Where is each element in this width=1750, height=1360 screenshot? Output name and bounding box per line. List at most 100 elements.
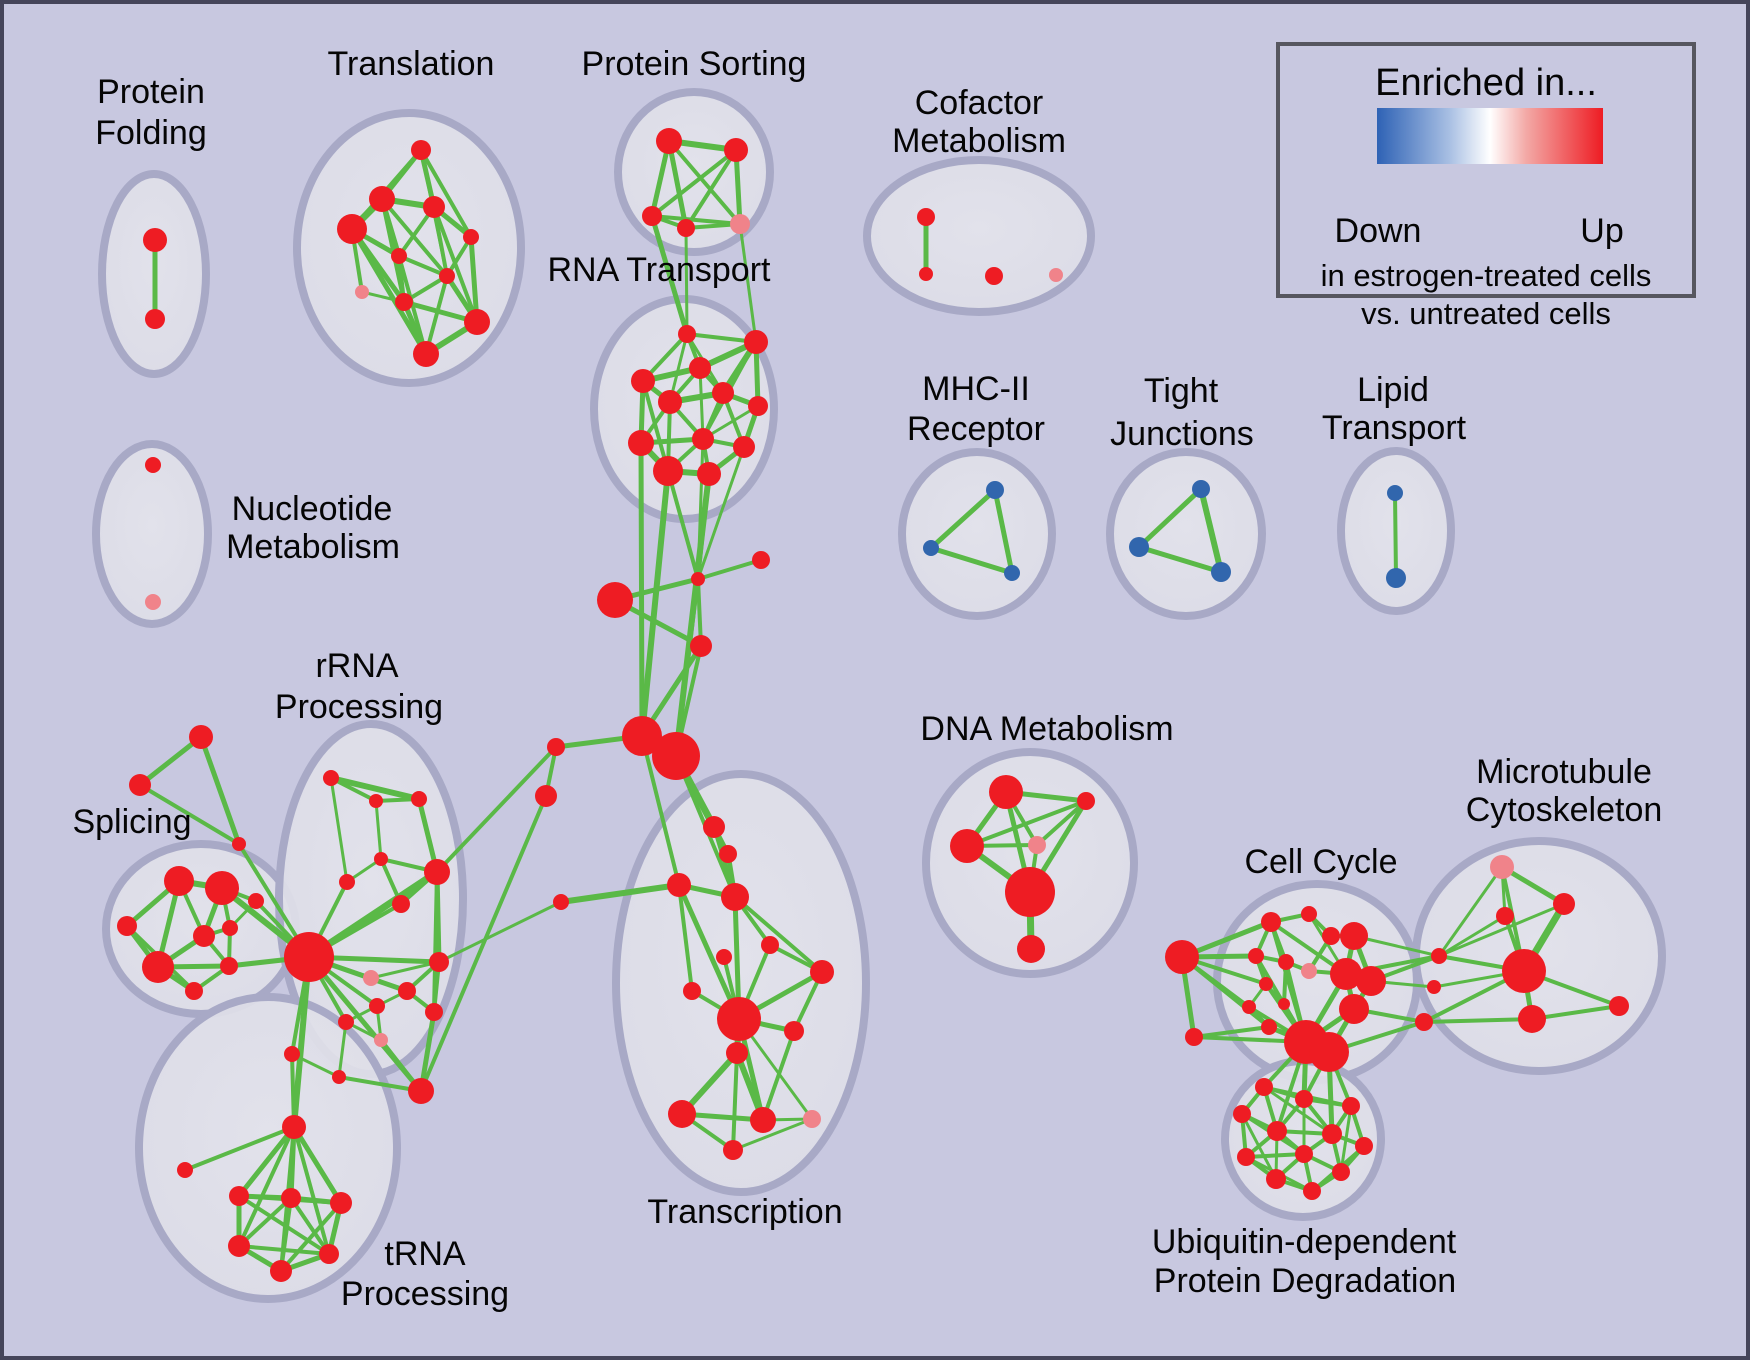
network-node (989, 775, 1023, 809)
network-edge (650, 148, 738, 218)
network-edge (137, 734, 204, 788)
network-edge (236, 1124, 297, 1199)
cluster-ellipse-mhc-ii-receptor (898, 448, 1056, 620)
network-node (653, 456, 683, 486)
network-node (986, 481, 1004, 499)
network-node (369, 186, 395, 212)
network-node (1301, 963, 1317, 979)
network-node (703, 816, 725, 838)
network-node (439, 268, 455, 284)
network-edge (650, 214, 742, 226)
network-node (1185, 1028, 1203, 1046)
network-node (726, 1042, 748, 1064)
network-node (1192, 480, 1210, 498)
network-node (784, 1021, 804, 1041)
network-node (391, 248, 407, 264)
network-edge (641, 379, 670, 473)
network-node (691, 572, 705, 586)
network-node (338, 1014, 354, 1030)
network-edge (418, 1009, 437, 1094)
network-edge (731, 1051, 739, 1152)
network-node (1342, 1097, 1360, 1115)
network-node (1490, 855, 1514, 879)
network-edge (289, 1196, 331, 1256)
cluster-label-rrna-processing: Processing (275, 688, 443, 726)
network-node (631, 369, 655, 393)
network-node (690, 635, 712, 657)
network-node (1237, 1148, 1255, 1166)
network-edge (435, 745, 558, 874)
network-edge (696, 445, 746, 581)
network-edge (349, 226, 429, 357)
network-node (1427, 980, 1441, 994)
network-node (424, 859, 450, 885)
network-node (678, 325, 696, 343)
network-edge (698, 366, 705, 441)
network-node (205, 871, 239, 905)
network-edge (290, 1052, 296, 1129)
legend-title: Enriched in... (1375, 62, 1597, 104)
network-node (748, 396, 768, 416)
network-node (1303, 1182, 1321, 1200)
network-node (547, 738, 565, 756)
network-node (919, 267, 933, 281)
network-node (323, 770, 339, 786)
network-edge (279, 1201, 343, 1273)
network-edge (329, 776, 349, 884)
cluster-label-mhc-ii-receptor: Receptor (907, 410, 1045, 448)
network-node (1322, 1124, 1342, 1144)
cluster-label-translation: Translation (328, 45, 495, 83)
network-node (425, 1003, 443, 1021)
cluster-label-nucleotide-metabolism: Metabolism (226, 528, 400, 566)
network-node (319, 1244, 339, 1264)
network-edge (1499, 864, 1567, 907)
network-node (752, 551, 770, 569)
network-node (1259, 977, 1273, 991)
network-node (712, 382, 734, 404)
network-node (717, 997, 761, 1041)
network-node (1356, 966, 1386, 996)
network-edge (639, 468, 671, 739)
cluster-label-ubiquitin-degradation: Ubiquitin-dependent (1152, 1223, 1457, 1261)
network-node (339, 874, 355, 890)
cluster-label-trna-processing: Processing (341, 1275, 509, 1313)
network-node (220, 957, 238, 975)
network-node (1301, 906, 1317, 922)
network-node (117, 916, 137, 936)
network-edge (328, 775, 422, 802)
network-node (1242, 1000, 1256, 1014)
cluster-label-protein-sorting: Protein Sorting (582, 45, 807, 83)
network-node (395, 293, 413, 311)
network-node (744, 330, 768, 354)
network-edge (666, 138, 689, 231)
network-node (398, 982, 416, 1000)
network-node (1211, 562, 1231, 582)
network-node (129, 774, 151, 796)
network-edge (337, 1075, 423, 1093)
network-node (1129, 537, 1149, 557)
network-edge (1393, 491, 1398, 580)
network-edge (928, 545, 1015, 576)
network-node (658, 390, 682, 414)
network-edge (1262, 1085, 1334, 1136)
network-node (692, 428, 714, 450)
cluster-label-splicing: Splicing (72, 803, 191, 841)
network-node (1267, 1121, 1287, 1141)
cluster-label-lipid-transport: Transport (1322, 409, 1467, 447)
network-node (463, 229, 479, 245)
network-node (284, 1046, 300, 1062)
network-edge (1530, 1004, 1621, 1021)
network-edge (292, 1125, 331, 1256)
network-edge (397, 254, 449, 278)
cluster-label-tight-junctions: Junctions (1110, 415, 1254, 453)
network-node (1330, 958, 1362, 990)
network-node (423, 196, 445, 218)
network-node (683, 982, 701, 1000)
network-node (374, 1033, 388, 1047)
network-edge (1192, 1025, 1271, 1039)
network-node (1386, 568, 1406, 588)
cluster-label-tight-junctions: Tight (1144, 372, 1219, 410)
network-edge (437, 900, 563, 964)
network-node (1278, 954, 1294, 970)
cluster-ellipse-tight-junctions (1106, 448, 1266, 620)
